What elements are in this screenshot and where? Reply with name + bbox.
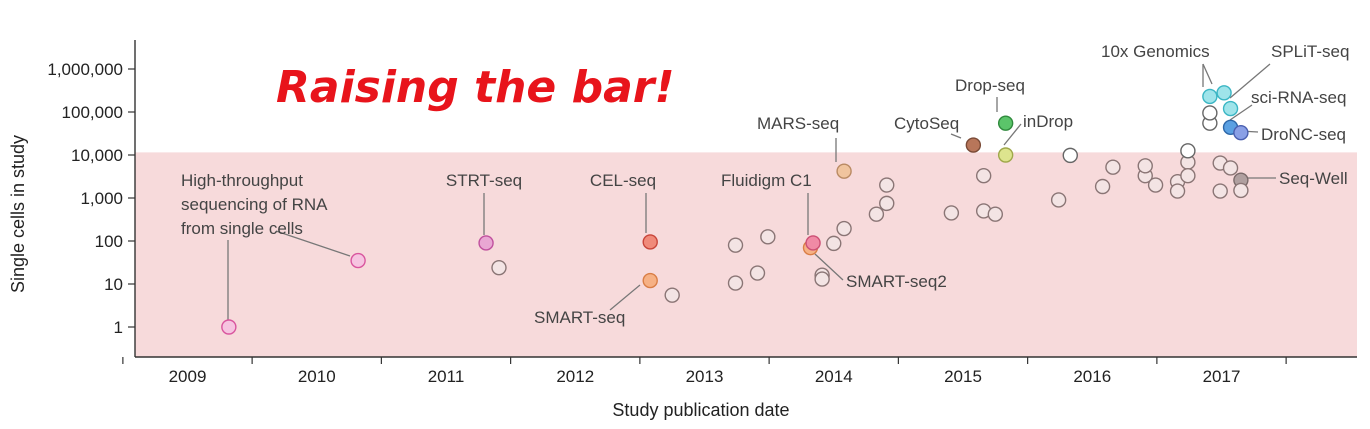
x-tick-label: 2009 — [169, 367, 207, 386]
data-point — [879, 195, 895, 212]
annotation-label: DroNC-seq — [1261, 125, 1346, 144]
data-point — [478, 235, 494, 251]
data-point — [1062, 147, 1078, 164]
data-point — [727, 275, 744, 291]
y-tick-label: 1 — [114, 318, 123, 337]
y-tick-label: 100 — [95, 232, 123, 251]
data-point — [943, 205, 960, 221]
annotation-leader — [814, 253, 844, 281]
annotation-leader — [1202, 63, 1213, 85]
data-point — [965, 137, 982, 153]
annotation-label: inDrop — [1023, 112, 1073, 131]
data-point — [997, 115, 1014, 131]
data-point — [826, 235, 842, 252]
x-tick-label: 2010 — [298, 367, 336, 386]
data-point — [664, 287, 680, 303]
annotation-label: from single cells — [181, 219, 303, 238]
slogan-banner: Raising the bar! — [276, 62, 675, 113]
data-point — [879, 177, 895, 193]
data-point — [1222, 100, 1239, 117]
data-point — [727, 237, 744, 253]
x-tick-label: 2012 — [556, 367, 594, 386]
data-point — [642, 234, 658, 250]
data-point — [1180, 168, 1196, 184]
x-axis-title: Study publication date — [612, 400, 789, 420]
data-point — [1216, 85, 1232, 101]
y-tick-label: 1,000,000 — [47, 60, 123, 79]
y-tick-label: 10,000 — [71, 146, 123, 165]
data-point — [836, 163, 852, 179]
data-point — [814, 271, 830, 287]
data-point — [1202, 105, 1218, 121]
annotation-leader — [1229, 104, 1253, 121]
annotation-leader — [275, 230, 351, 257]
x-tick-label: 2011 — [428, 367, 465, 386]
data-point — [1050, 192, 1067, 208]
annotation-label: CytoSeq — [894, 114, 959, 133]
annotation-leader — [1003, 123, 1022, 146]
data-point — [1169, 183, 1186, 199]
data-point — [987, 206, 1004, 222]
data-point — [350, 252, 366, 269]
data-point — [1094, 178, 1111, 195]
y-tick-label: 10 — [104, 275, 123, 294]
annotation-label: STRT-seq — [446, 171, 522, 190]
x-tick-label: 2016 — [1073, 367, 1111, 386]
annotation-label: Fluidigm C1 — [721, 171, 812, 190]
annotation-label: SMART-seq — [534, 308, 625, 327]
data-point — [1202, 88, 1218, 105]
annotation-label: Drop-seq — [955, 76, 1025, 95]
annotation-leader — [1229, 63, 1271, 99]
y-tick-label: 100,000 — [62, 103, 123, 122]
data-point — [1233, 125, 1249, 141]
data-point — [997, 147, 1014, 163]
data-point — [1137, 158, 1153, 174]
annotation-label: High-throughput — [181, 171, 303, 190]
data-point — [491, 259, 507, 276]
data-point — [642, 272, 658, 289]
data-point — [868, 206, 885, 222]
data-point — [749, 265, 766, 281]
annotation-label: 10x Genomics — [1101, 42, 1210, 61]
data-point — [1222, 160, 1239, 176]
x-tick-label: 2014 — [815, 367, 853, 386]
x-tick-label: 2013 — [686, 367, 724, 386]
annotation-label: SPLiT-seq — [1271, 42, 1349, 61]
annotation-leader — [609, 284, 641, 311]
x-tick-label: 2017 — [1203, 367, 1241, 386]
x-tick-label: 2015 — [944, 367, 982, 386]
data-point — [1233, 182, 1249, 199]
data-point — [760, 229, 776, 245]
data-point — [1180, 143, 1196, 159]
data-point — [836, 220, 852, 237]
data-point — [805, 235, 821, 251]
annotation-label: SMART-seq2 — [846, 272, 947, 291]
annotation-label: CEL-seq — [590, 171, 656, 190]
data-point — [975, 168, 992, 184]
annotation-label: Seq-Well — [1279, 169, 1348, 188]
data-point — [221, 319, 237, 335]
annotation-label: MARS-seq — [757, 114, 839, 133]
data-point — [1105, 159, 1121, 175]
data-point — [1147, 177, 1164, 193]
annotation-leader — [950, 133, 962, 139]
annotation-label: sequencing of RNA — [181, 195, 328, 214]
annotation-label: sci-RNA-seq — [1251, 88, 1346, 107]
data-point — [1212, 183, 1228, 199]
y-tick-label: 1,000 — [80, 189, 123, 208]
y-axis-title: Single cells in study — [8, 135, 28, 293]
